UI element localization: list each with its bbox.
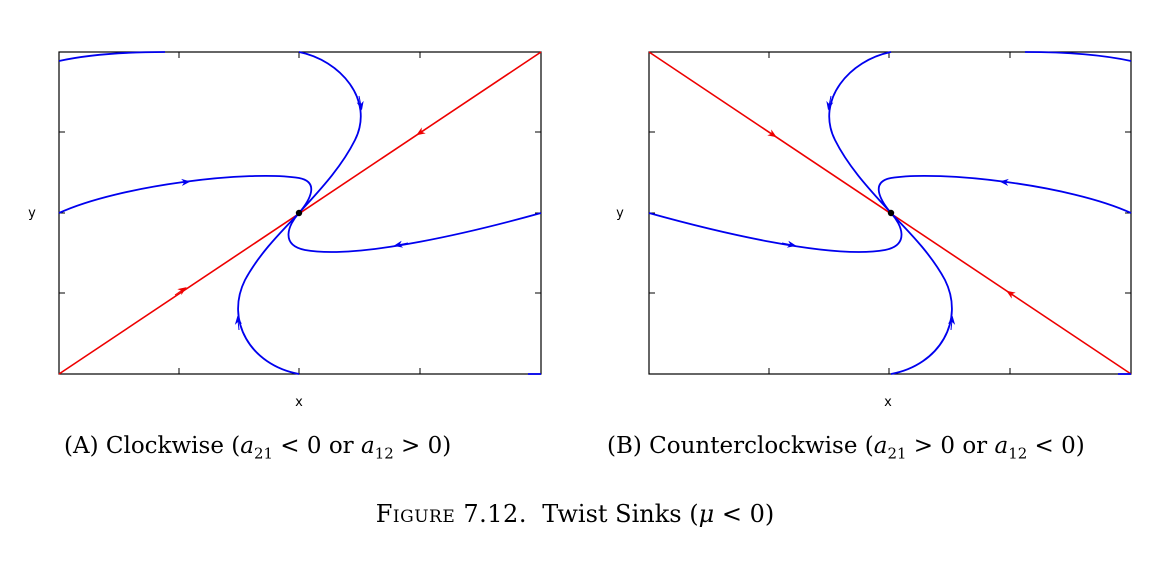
trajectory — [237, 212, 300, 375]
trajectory-arrows — [175, 95, 409, 331]
math-var: a — [994, 433, 1009, 459]
figure-caption: Figure 7.12. Twist Sinks (μ < 0) — [0, 500, 1150, 528]
eigenline-arrow — [174, 287, 187, 296]
math-relation: < 0) — [1027, 433, 1085, 459]
x-axis-label: x — [884, 395, 892, 410]
subcaption-b: (B) Counterclockwise (a21 > 0 or a12 < 0… — [607, 433, 1085, 463]
x-axis-label: x — [295, 395, 303, 410]
math-relation: > 0 or — [906, 433, 995, 459]
math-subscript: 21 — [887, 444, 907, 463]
equilibrium-point — [295, 209, 303, 217]
trajectory — [1024, 51, 1132, 62]
trajectory — [648, 212, 903, 253]
math-var: a — [240, 433, 254, 459]
math-relation: < 0 or — [272, 433, 361, 459]
axis-ticks — [59, 52, 541, 374]
subcaption-tag: (A) — [64, 433, 99, 459]
subcaption-tag: (B) — [607, 433, 642, 459]
y-axis-label: y — [616, 206, 624, 221]
y-axis-label: y — [28, 206, 36, 221]
trajectory — [58, 174, 313, 214]
eigenline-arrow — [764, 129, 777, 138]
math-var: μ — [698, 500, 715, 528]
math-subscript: 12 — [374, 444, 394, 463]
subcaption-text: Clockwise ( — [105, 433, 241, 459]
phase-portrait-clockwise: x y — [28, 51, 542, 410]
trajectory-arrows — [781, 95, 1015, 331]
trajectory — [298, 51, 362, 214]
subcaption-text: Counterclockwise ( — [649, 433, 874, 459]
phase-portrait-counterclockwise: x y — [616, 51, 1132, 410]
math-var: a — [360, 433, 375, 459]
trajectories — [648, 51, 1132, 375]
equilibrium-point — [887, 209, 895, 217]
math-var: a — [873, 433, 888, 459]
figure-label: Figure 7.12. — [375, 500, 527, 528]
math-subscript: 12 — [1008, 444, 1028, 463]
subcaption-a: (A) Clockwise (a21 < 0 or a12 > 0) — [64, 433, 451, 463]
math-relation: < 0) — [714, 500, 775, 528]
math-subscript: 21 — [253, 444, 273, 463]
figure-title: Twist Sinks ( — [542, 500, 699, 528]
eigenline-arrow — [1006, 290, 1019, 299]
trajectory — [828, 51, 892, 214]
eigenline-arrow — [416, 127, 429, 136]
trajectory — [890, 212, 953, 375]
math-relation: > 0) — [393, 433, 452, 459]
trajectory — [58, 51, 166, 62]
trajectory — [877, 174, 1132, 214]
trajectories — [58, 51, 542, 375]
trajectory — [287, 212, 542, 253]
